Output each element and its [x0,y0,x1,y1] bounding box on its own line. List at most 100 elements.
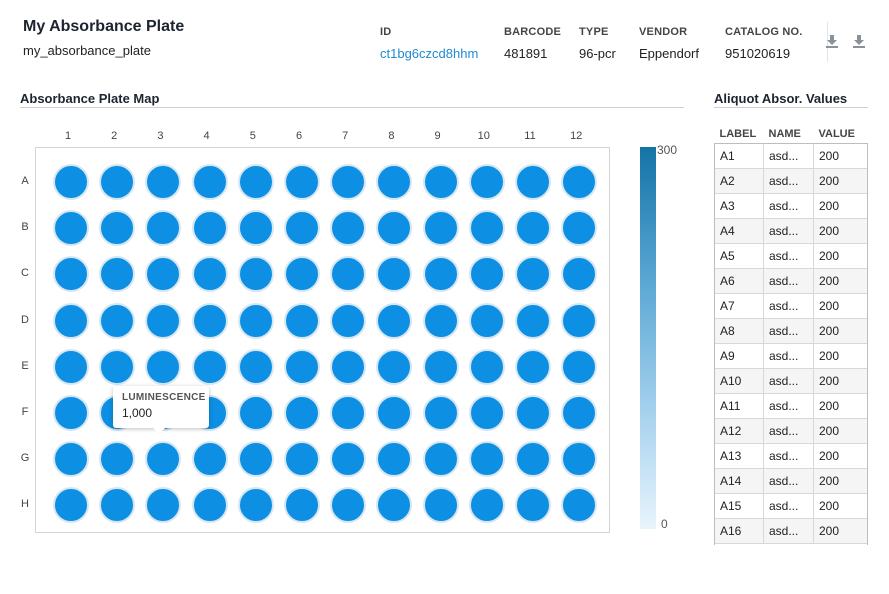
table-row[interactable]: A1 asd... 200 [714,143,868,169]
well-C12[interactable] [561,256,598,293]
id-link[interactable]: ct1bg6czcd8hhm [380,46,479,61]
table-row[interactable]: A2 asd... 200 [714,168,868,194]
table-row[interactable]: A9 asd... 200 [714,343,868,369]
well-A8[interactable] [376,164,413,200]
well-H1[interactable] [53,487,89,524]
well-A1[interactable] [53,164,89,200]
well-G8[interactable] [376,441,413,478]
well-D8[interactable] [376,302,413,339]
well-H8[interactable] [376,487,413,524]
well-B8[interactable] [376,210,413,247]
well-C6[interactable] [284,256,320,293]
column-header-name[interactable]: NAME [763,125,814,144]
well-F6[interactable] [284,395,320,431]
well-E1[interactable] [53,348,89,385]
well-B1[interactable] [53,210,89,247]
well-H11[interactable] [515,487,551,524]
well-A12[interactable] [561,164,598,200]
well-C9[interactable] [422,256,459,293]
well-C7[interactable] [330,256,367,293]
aliquot-table-scroll[interactable]: LABEL NAME VALUE A1 asd... 200 A2 asd... 200 A… [714,125,868,545]
table-row[interactable]: A12 asd... 200 [714,418,868,444]
download-icon[interactable] [852,34,866,48]
well-G12[interactable] [561,441,598,478]
well-D2[interactable] [99,302,136,339]
table-row[interactable]: A3 asd... 200 [714,193,868,219]
well-F10[interactable] [468,395,505,431]
table-row[interactable]: A16 asd... 200 [714,518,868,544]
well-A6[interactable] [284,164,320,200]
well-H7[interactable] [330,487,367,524]
well-G2[interactable] [99,441,136,478]
well-D1[interactable] [53,302,89,339]
well-F1[interactable] [53,395,89,431]
well-B10[interactable] [468,210,505,247]
well-C5[interactable] [237,256,274,293]
well-H12[interactable] [561,487,598,524]
well-G6[interactable] [284,441,320,478]
well-G1[interactable] [53,441,89,478]
well-G5[interactable] [237,441,274,478]
well-D11[interactable] [515,302,551,339]
well-D5[interactable] [237,302,274,339]
column-header-value[interactable]: VALUE [813,125,868,144]
table-row[interactable]: A4 asd... 200 [714,218,868,244]
well-D9[interactable] [422,302,459,339]
well-G7[interactable] [330,441,367,478]
well-H5[interactable] [237,487,274,524]
well-E8[interactable] [376,348,413,385]
well-C8[interactable] [376,256,413,293]
well-E5[interactable] [237,348,274,385]
well-C2[interactable] [99,256,136,293]
well-E4[interactable] [191,348,228,385]
well-A10[interactable] [468,164,505,200]
table-row[interactable]: A11 asd... 200 [714,393,868,419]
well-C3[interactable] [145,256,182,293]
table-row[interactable]: A8 asd... 200 [714,318,868,344]
table-row[interactable]: A6 asd... 200 [714,268,868,294]
well-F7[interactable] [330,395,367,431]
well-E6[interactable] [284,348,320,385]
well-D7[interactable] [330,302,367,339]
well-E9[interactable] [422,348,459,385]
well-H3[interactable] [145,487,182,524]
well-B9[interactable] [422,210,459,247]
well-E3[interactable] [145,348,182,385]
well-E7[interactable] [330,348,367,385]
well-C4[interactable] [191,256,228,293]
well-A3[interactable] [145,164,182,200]
well-D4[interactable] [191,302,228,339]
well-F9[interactable] [422,395,459,431]
table-row[interactable]: A14 asd... 200 [714,468,868,494]
well-F5[interactable] [237,395,274,431]
well-D10[interactable] [468,302,505,339]
well-B2[interactable] [99,210,136,247]
well-A7[interactable] [330,164,367,200]
well-G11[interactable] [515,441,551,478]
well-C11[interactable] [515,256,551,293]
well-E2[interactable] [99,348,136,385]
well-A4[interactable] [191,164,228,200]
well-B3[interactable] [145,210,182,247]
well-G4[interactable] [191,441,228,478]
well-A5[interactable] [237,164,274,200]
well-G3[interactable] [145,441,182,478]
table-row[interactable]: A15 asd... 200 [714,493,868,519]
well-H9[interactable] [422,487,459,524]
well-D12[interactable] [561,302,598,339]
well-E11[interactable] [515,348,551,385]
table-row[interactable]: A7 asd... 200 [714,293,868,319]
well-A2[interactable] [99,164,136,200]
well-F11[interactable] [515,395,551,431]
table-row[interactable]: A13 asd... 200 [714,443,868,469]
well-B12[interactable] [561,210,598,247]
well-B7[interactable] [330,210,367,247]
well-C10[interactable] [468,256,505,293]
well-B4[interactable] [191,210,228,247]
well-B11[interactable] [515,210,551,247]
well-A9[interactable] [422,164,459,200]
well-G9[interactable] [422,441,459,478]
well-D3[interactable] [145,302,182,339]
well-D6[interactable] [284,302,320,339]
well-B5[interactable] [237,210,274,247]
